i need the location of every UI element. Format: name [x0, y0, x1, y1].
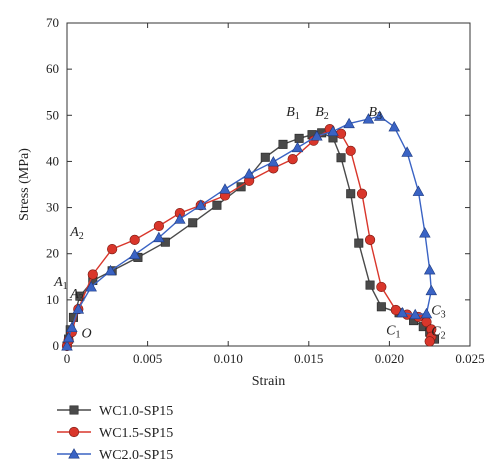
- data-point: [195, 199, 207, 210]
- data-point: [376, 302, 386, 312]
- series-line: [66, 128, 432, 347]
- legend-item: WC1.5-SP15: [57, 426, 173, 441]
- annotation-C1: C1: [386, 323, 400, 340]
- y-tick-label: 10: [46, 292, 59, 307]
- data-point: [424, 336, 435, 347]
- series-line: [66, 132, 436, 347]
- data-point: [291, 141, 304, 153]
- data-point: [365, 280, 375, 290]
- legend: WC1.0-SP15 WC1.5-SP15 WC2.0-SP15: [57, 404, 173, 463]
- y-tick-label: 20: [46, 246, 59, 261]
- data-point: [243, 168, 255, 179]
- data-point: [345, 145, 356, 156]
- data-point: [72, 303, 85, 314]
- data-point: [327, 125, 339, 136]
- data-point: [354, 238, 364, 248]
- data-point: [66, 321, 78, 333]
- series-WC1.5-SP15: [61, 124, 437, 352]
- data-point: [401, 146, 413, 157]
- data-point: [260, 152, 270, 162]
- legend-label: WC2.0-SP15: [99, 448, 173, 463]
- data-point: [420, 307, 433, 319]
- data-point: [396, 306, 409, 318]
- annotation-B2: B2: [315, 105, 329, 122]
- x-tick-label: 0.010: [214, 351, 243, 366]
- series-line: [66, 115, 433, 347]
- x-axis-title: Strain: [252, 374, 285, 389]
- data-point: [212, 200, 222, 210]
- data-point: [419, 227, 431, 238]
- data-point: [61, 340, 73, 351]
- y-tick-label: 50: [46, 107, 59, 122]
- x-tick-label: 0.015: [294, 351, 323, 366]
- data-point: [107, 244, 118, 255]
- data-point: [219, 183, 231, 194]
- data-point: [335, 128, 347, 139]
- series-WC2.0-SP15: [61, 110, 438, 351]
- data-point: [160, 237, 170, 247]
- data-point: [287, 154, 298, 165]
- legend-item: WC2.0-SP15: [57, 448, 173, 463]
- data-point: [174, 213, 186, 224]
- plot-frame: [66, 22, 471, 347]
- data-point: [425, 284, 438, 296]
- data-point: [294, 133, 304, 143]
- data-point: [153, 231, 165, 243]
- axes-frame: [66, 22, 471, 347]
- data-point: [104, 264, 117, 276]
- data-point: [356, 188, 368, 199]
- data-point: [412, 185, 425, 196]
- x-tick-label: 0.025: [455, 351, 484, 366]
- y-tick-label: 0: [53, 338, 60, 353]
- legend-label: WC1.0-SP15: [99, 404, 173, 419]
- data-point: [85, 281, 97, 292]
- annotation-A1: A1: [53, 275, 68, 292]
- data-point: [346, 189, 356, 199]
- annotation-B3: B3: [368, 105, 382, 122]
- data-point: [87, 269, 98, 280]
- y-tick-label: 40: [46, 153, 59, 168]
- y-tick-label: 60: [46, 61, 59, 76]
- data-point: [69, 405, 79, 415]
- data-point: [376, 281, 387, 293]
- annotation-O: O: [82, 327, 92, 342]
- annotation-A3: A3: [69, 287, 84, 304]
- y-tick-label: 30: [46, 200, 59, 215]
- data-point: [188, 218, 198, 228]
- data-point: [62, 331, 75, 343]
- data-point: [236, 182, 246, 192]
- annotation-A2: A2: [69, 225, 84, 242]
- series-WC1.0-SP15: [62, 128, 440, 351]
- data-point: [128, 248, 141, 260]
- data-point: [68, 426, 80, 438]
- data-point: [364, 234, 376, 245]
- annotation-C2: C2: [431, 324, 445, 341]
- x-tick-label: 0.020: [375, 351, 404, 366]
- legend-item: WC1.0-SP15: [57, 404, 173, 419]
- annotation-layer: O A1 A2 A3 B1 B2 B3 C1 C2 C3: [53, 105, 446, 341]
- data-point: [362, 113, 375, 124]
- data-point: [343, 117, 355, 129]
- x-tick-label: 0.005: [133, 351, 162, 366]
- series-layer: [61, 110, 440, 352]
- y-tick-label: 70: [46, 15, 59, 30]
- axis-ticks: 0 0.005 0.010 0.015 0.020 0.025 0 10 20 30 40 50 60 7…: [46, 15, 485, 366]
- y-axis-title: Stress (MPa): [17, 148, 32, 221]
- data-point: [388, 120, 400, 132]
- data-point: [267, 156, 280, 167]
- data-point: [278, 139, 288, 149]
- data-point: [68, 448, 80, 459]
- data-point: [409, 308, 421, 320]
- data-point: [311, 130, 323, 141]
- legend-label: WC1.5-SP15: [99, 426, 173, 441]
- annotation-C3: C3: [431, 304, 445, 321]
- annotation-B1: B1: [286, 105, 300, 122]
- data-point: [336, 153, 346, 163]
- data-point: [373, 110, 386, 121]
- x-tick-label: 0: [64, 351, 71, 366]
- data-point: [129, 234, 140, 245]
- data-point: [153, 220, 164, 232]
- data-point: [423, 263, 436, 275]
